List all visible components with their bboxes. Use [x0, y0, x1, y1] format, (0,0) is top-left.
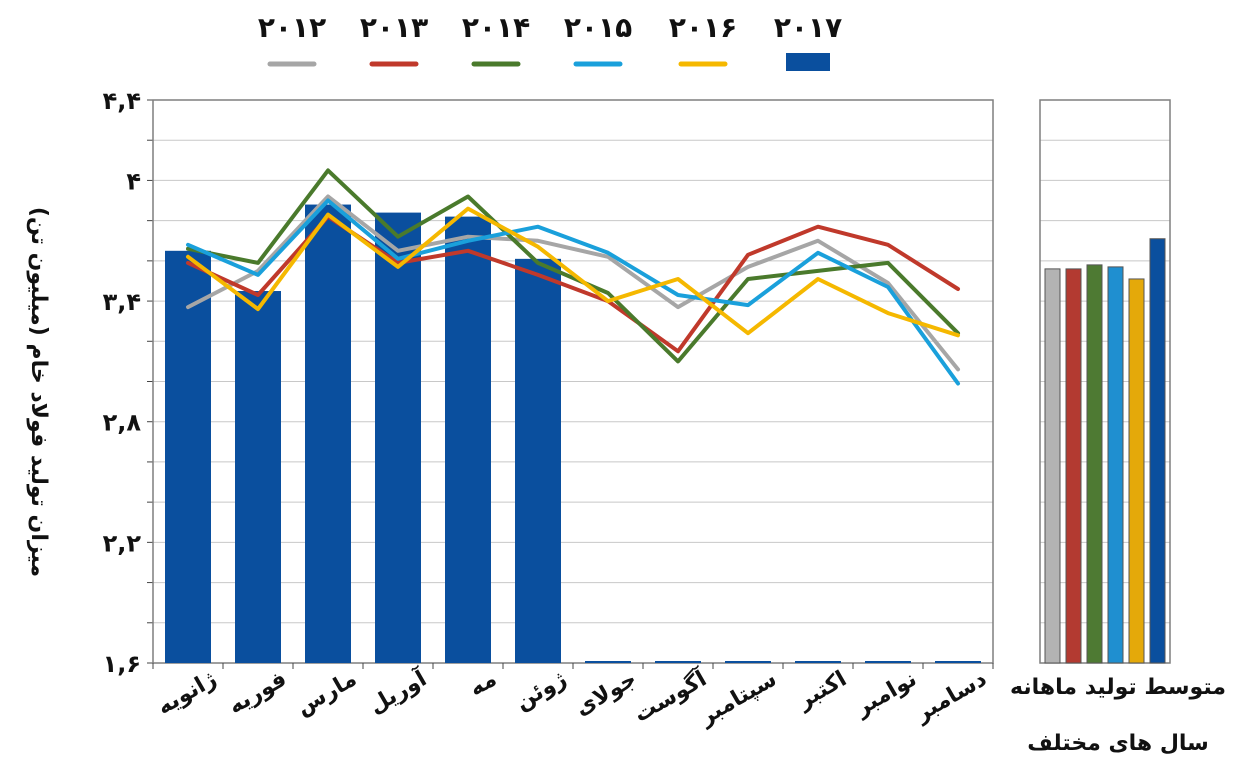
average-bar-2 [1065, 268, 1082, 664]
legend: ۲۰۱۲ ۲۰۱۳ ۲۰۱۴ ۲۰۱۵ ۲۰۱۶ ۲۰۱۷ [258, 11, 842, 71]
average-bar-1 [1044, 268, 1061, 664]
average-chart-xlabel: سال های مختلف [1027, 731, 1209, 756]
y-tick-label: ۴,۴ [103, 87, 141, 115]
x-tick-label: آوریل [363, 664, 431, 719]
bar-2017-9 [725, 661, 771, 663]
y-tick-label: ۱,۶ [103, 650, 141, 678]
x-tick-label: جولای [571, 667, 641, 722]
line-series-5 [186, 206, 960, 338]
average-bar-5 [1128, 278, 1145, 664]
x-tick-label: مارس [292, 667, 361, 721]
average-bar-3 [1086, 264, 1103, 664]
legend-label: ۲۰۱۵ [564, 11, 632, 44]
average-production-chart [1039, 99, 1171, 664]
monthly-production-chart: ۱,۶ ۲,۲ ۲,۸ ۳,۴ ۴ ۴,۴ ژانویه فوریه مارس آوریل مه ژو… [103, 87, 994, 731]
bar-2017-8 [655, 661, 701, 663]
bar-2017-7 [585, 661, 631, 663]
x-tick-label: مه [465, 667, 501, 702]
x-tick-label: دسامبر [911, 667, 991, 728]
bar-2017-4 [375, 212, 421, 663]
legend-label: ۲۰۱۷ [774, 11, 842, 44]
average-bar-6 [1149, 238, 1166, 664]
line-series-2 [186, 214, 960, 354]
y-tick-label: ۲,۲ [103, 529, 142, 557]
average-bar-4 [1107, 266, 1124, 664]
bar-2017-12 [935, 661, 981, 663]
line-series-1 [186, 194, 960, 372]
x-tick-label: نوامبر [851, 667, 921, 722]
line-series-4 [186, 198, 960, 386]
legend-swatch [786, 53, 830, 71]
y-tick-label: ۳,۴ [103, 288, 141, 316]
x-tick-label: اکتبر [793, 667, 851, 715]
y-tick-label: ۲,۸ [103, 409, 142, 437]
average-plot-frame [1039, 99, 1171, 664]
bar-2017-5 [445, 216, 491, 663]
bar-2017-10 [795, 661, 841, 663]
x-tick-label: ژانویه [153, 667, 221, 721]
legend-label: ۲۰۱۴ [462, 11, 530, 44]
average-chart-title: متوسط تولید ماهانه [1010, 675, 1226, 700]
bar-2017-11 [865, 661, 911, 663]
y-tick-label: ۴ [126, 167, 141, 195]
x-tick-label: ژوئن [511, 667, 571, 716]
legend-label: ۲۰۱۳ [360, 11, 428, 44]
legend-label: ۲۰۱۶ [669, 11, 737, 44]
line-series-3 [186, 168, 960, 364]
bar-2017-3 [305, 204, 351, 664]
y-axis-title: میزان تولید فولاد خام (میلیون تن) [26, 207, 51, 577]
legend-label: ۲۰۱۲ [258, 11, 326, 44]
bar-2017-6 [515, 258, 561, 663]
bar-2017-2 [235, 291, 281, 663]
x-tick-label: آگوست [629, 664, 712, 728]
x-tick-label: سپتامبر [695, 667, 781, 731]
x-tick-label: فوریه [224, 667, 291, 720]
bar-2017-1 [165, 250, 211, 663]
